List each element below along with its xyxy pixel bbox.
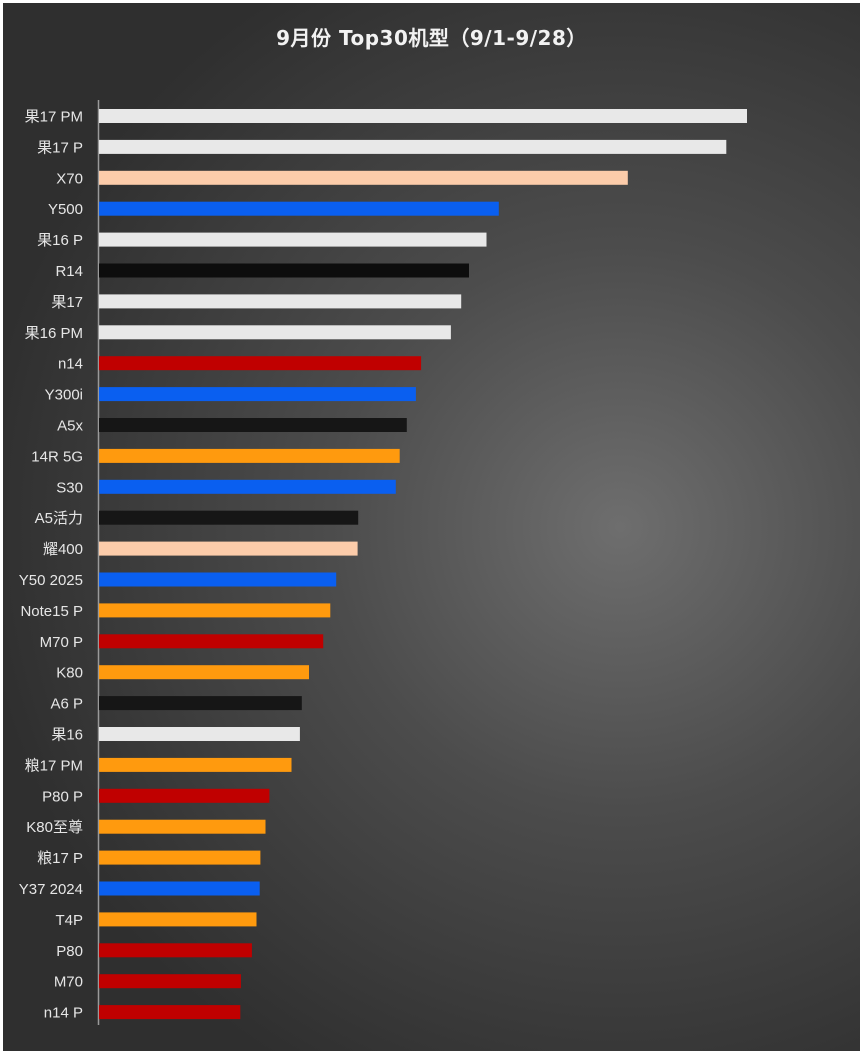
category-label: 果17 P xyxy=(37,139,83,156)
bar xyxy=(99,263,469,278)
category-label: 果16 PM xyxy=(25,325,83,342)
category-label: R14 xyxy=(55,263,83,280)
bar xyxy=(99,109,747,123)
bar xyxy=(99,541,358,556)
bar xyxy=(99,603,331,618)
category-label: A5x xyxy=(57,418,83,435)
category-label: Y500 xyxy=(48,201,83,218)
category-label: T4P xyxy=(55,912,83,929)
category-label: A5活力 xyxy=(35,510,83,527)
bar xyxy=(99,572,337,587)
chart-frame: 9月份 Top30机型（9/1-9/28） 果17 PM 果17 P X70 Y500… xyxy=(3,3,860,1051)
bar xyxy=(99,727,300,741)
category-label: Note15 P xyxy=(20,603,83,620)
bar xyxy=(99,418,407,432)
category-label: X70 xyxy=(56,170,83,187)
category-label: S30 xyxy=(56,479,83,496)
bar xyxy=(99,201,499,216)
category-label: 14R 5G xyxy=(31,448,83,465)
category-label: K80 xyxy=(56,665,83,682)
category-label: 果17 PM xyxy=(25,109,83,126)
bar xyxy=(99,943,252,958)
bar xyxy=(99,139,727,154)
bar xyxy=(99,170,628,185)
category-label: M70 P xyxy=(40,634,83,651)
category-label: K80至尊 xyxy=(26,819,83,836)
category-label: Y37 2024 xyxy=(19,881,83,898)
bar xyxy=(99,387,416,402)
category-label: P80 P xyxy=(42,788,83,805)
category-label: P80 xyxy=(56,943,83,960)
category-labels: 果17 PM 果17 P X70 Y500 果16 P R14 果17 果16 PM n14 Y3… xyxy=(19,109,84,1022)
category-label: 果16 xyxy=(51,727,83,744)
chart-title: 9月份 Top30机型（9/1-9/28） xyxy=(276,26,587,50)
bar xyxy=(99,881,260,896)
category-label: Y300i xyxy=(45,387,83,404)
category-label: n14 P xyxy=(44,1005,83,1022)
bar xyxy=(99,819,266,834)
category-label: 果16 P xyxy=(37,232,83,249)
bar xyxy=(99,665,309,680)
bar xyxy=(99,974,241,989)
bar xyxy=(99,232,487,247)
bar xyxy=(99,696,302,711)
bar xyxy=(99,479,396,494)
category-label: 耀400 xyxy=(43,541,83,558)
bar xyxy=(99,634,324,649)
category-label: 粮17 P xyxy=(37,850,83,867)
bar xyxy=(99,1005,241,1020)
bar xyxy=(99,788,270,803)
category-label: A6 P xyxy=(50,696,83,713)
bar xyxy=(99,325,451,340)
bar xyxy=(99,448,400,463)
category-label: 果17 xyxy=(51,294,83,311)
category-label: 粮17 PM xyxy=(25,757,83,774)
bar xyxy=(99,510,359,525)
category-label: Y50 2025 xyxy=(19,572,83,589)
bar xyxy=(99,294,462,309)
bar xyxy=(99,912,257,927)
bars-layer xyxy=(99,109,747,1020)
bar xyxy=(99,356,422,371)
category-label: n14 xyxy=(58,356,83,373)
bar xyxy=(99,850,261,865)
bar xyxy=(99,757,292,772)
bar-chart: 果17 PM 果17 P X70 Y500 果16 P R14 果17 果16 PM n14 Y3… xyxy=(19,100,747,1025)
category-label: M70 xyxy=(54,974,83,991)
